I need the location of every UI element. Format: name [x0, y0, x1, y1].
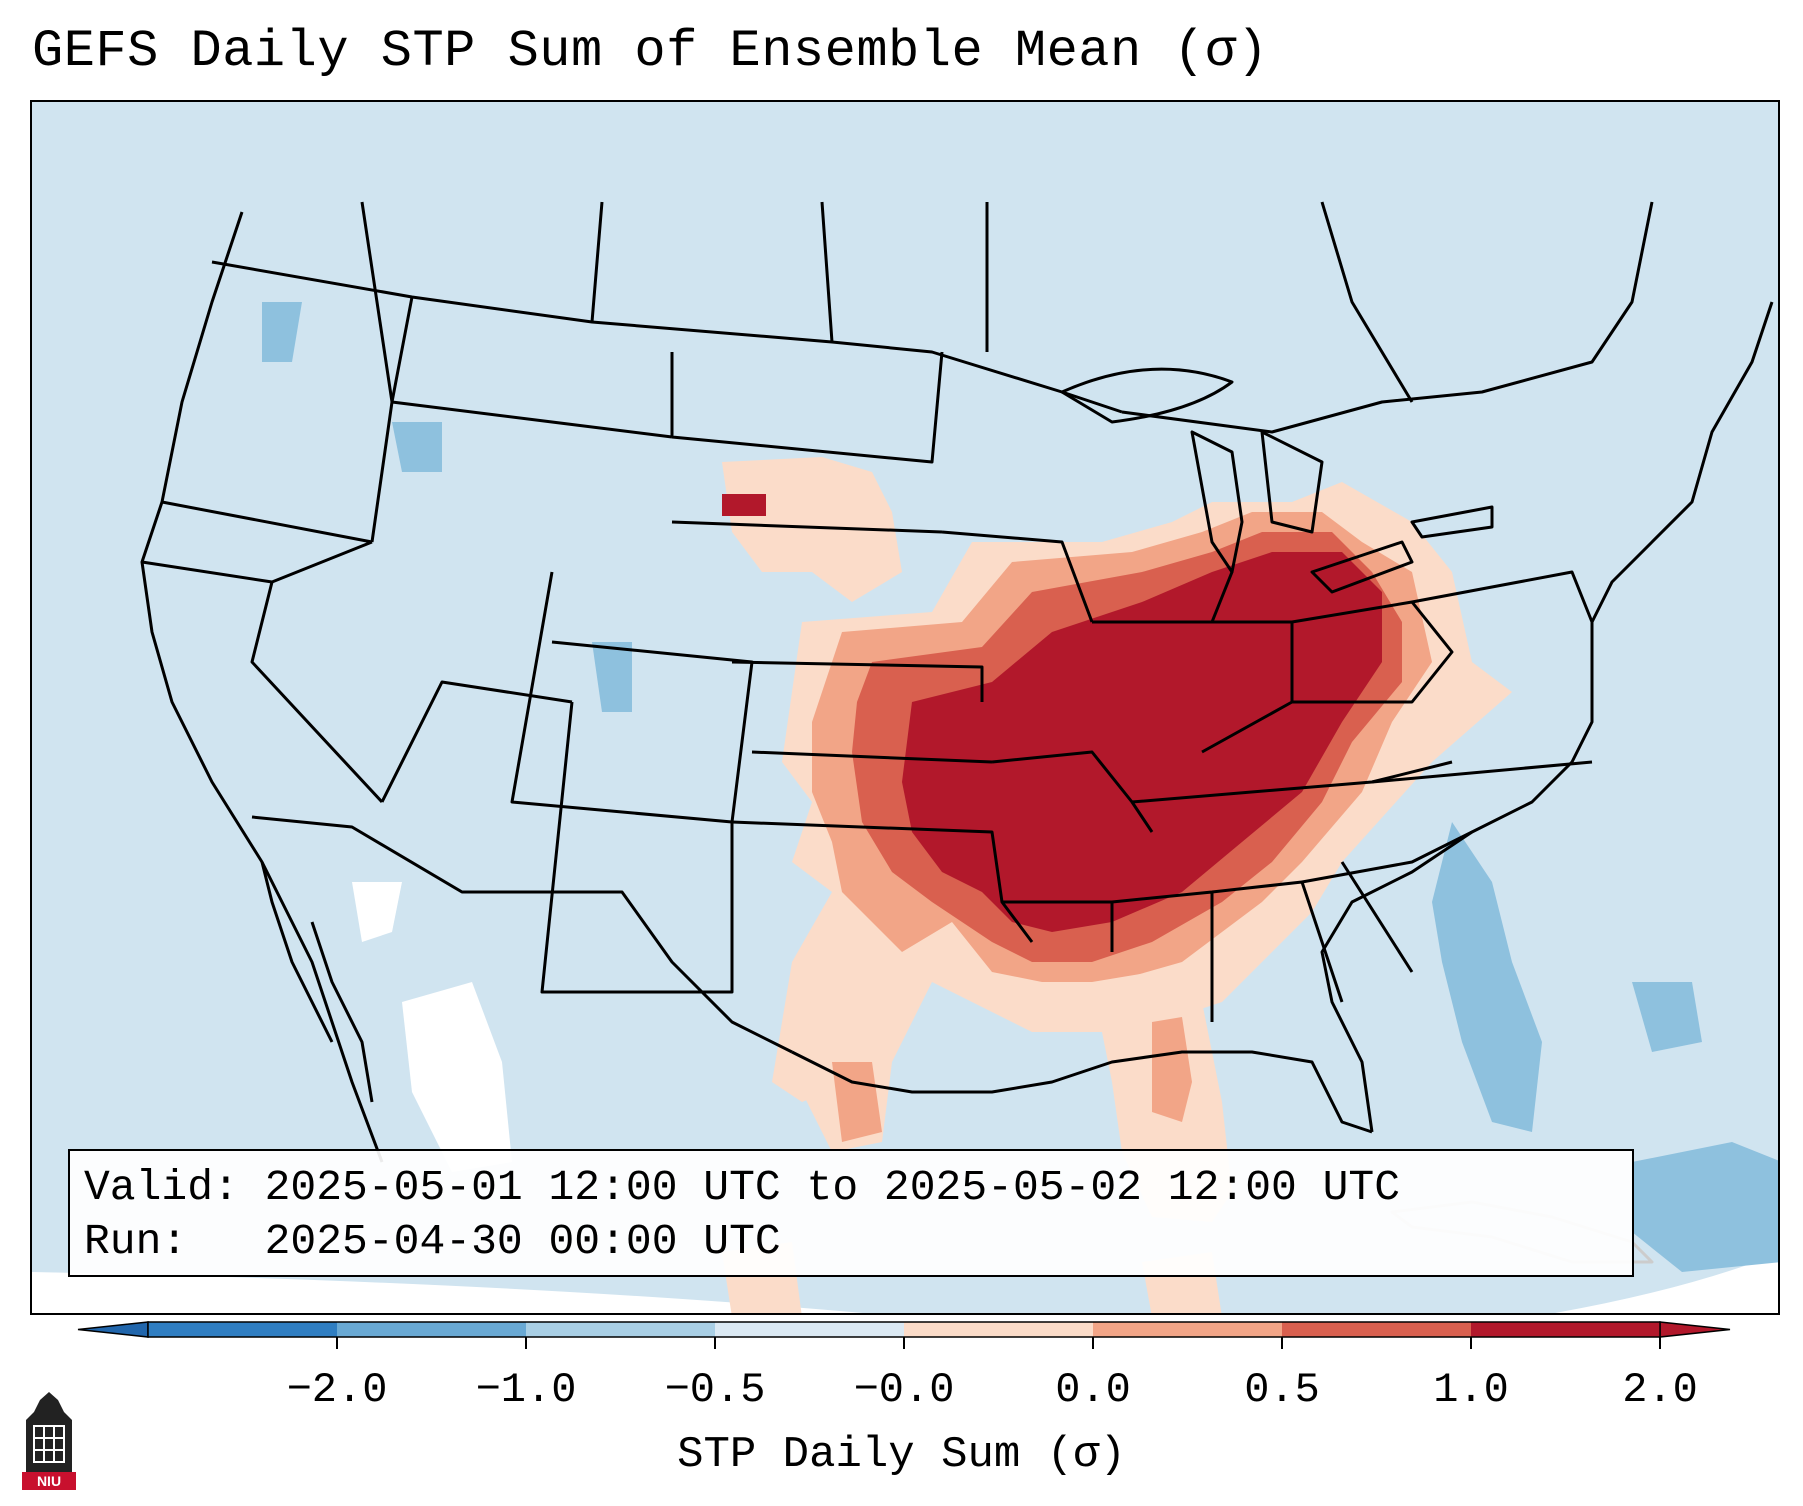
neg-offshore [1632, 982, 1702, 1052]
neg-atlantic-coast [1432, 822, 1542, 1132]
valid-line: Valid: 2025-05-01 12:00 UTC to 2025-05-0… [84, 1163, 1401, 1212]
coastline-baja [260, 861, 374, 1103]
coastline-gulf [791, 1050, 1373, 1134]
border-us-mexico [251, 815, 793, 1054]
colorbar-tick-label: −2.0 [286, 1366, 388, 1414]
state-line-or-ca [141, 540, 373, 584]
state-line-dakotas [670, 351, 944, 534]
colorbar-tick-label: −0.0 [853, 1366, 955, 1414]
hudson-coast [1320, 201, 1414, 403]
stp-gulf-plume-core [1152, 1017, 1192, 1122]
lake-michigan [1190, 430, 1244, 574]
state-line-nm [540, 701, 734, 994]
canada-province-lines [360, 201, 989, 403]
stp-anomaly-field [262, 302, 1778, 1313]
colorbar-segment [904, 1322, 1094, 1337]
colorbar-title: STP Daily Sum (σ) [677, 1430, 1126, 1480]
state-line-il-in [1092, 571, 1294, 754]
colorbar-outline [147, 1321, 1661, 1338]
logo-tower [26, 1392, 72, 1472]
state-line-nc-sc-ga [1301, 830, 1473, 973]
zero-mexico-sierra [402, 982, 512, 1172]
colorbar-tick-label: 0.0 [1055, 1366, 1131, 1414]
state-line-va-nc [1371, 760, 1593, 784]
stp-dakota-cell [722, 494, 766, 516]
map-borders [140, 201, 1774, 1264]
neg-caribbean [1632, 1142, 1778, 1272]
colorbar-extend-low [77, 1321, 149, 1338]
colorbar-segment [1093, 1322, 1283, 1337]
out-of-domain-region [32, 1272, 863, 1313]
map-panel: Valid: 2025-05-01 12:00 UTC to 2025-05-0… [30, 100, 1780, 1315]
map-canvas [32, 201, 1778, 1313]
colorbar-segment [148, 1322, 338, 1337]
state-line-mn-ia [941, 530, 1094, 623]
lake-erie [1310, 540, 1414, 594]
state-line-mt-wy [391, 400, 673, 439]
coastline-west [140, 211, 384, 1163]
stp-texas-streak-mid [832, 1062, 882, 1142]
colorbar-tick-label: −0.5 [664, 1366, 766, 1414]
stp-plains-scatter [722, 457, 902, 602]
lake-ontario [1410, 505, 1494, 539]
neg-colorado [592, 642, 632, 712]
state-line-id-mt [370, 296, 414, 543]
out-of-domain-region-right [1555, 1253, 1778, 1313]
valid-time-box: Valid: 2025-05-01 12:00 UTC to 2025-05-0… [68, 1149, 1634, 1277]
state-line-oh-pa [1291, 600, 1454, 704]
state-line-wa-or [161, 500, 373, 544]
colorbar-tick-label: −1.0 [475, 1366, 577, 1414]
neg-idaho [392, 422, 442, 472]
stp-area-extreme [902, 552, 1382, 932]
colorbar-segment [1282, 1322, 1472, 1337]
colorbar-segment [337, 1322, 527, 1337]
lake-huron [1260, 430, 1324, 534]
neg-washington [262, 302, 302, 362]
niu-logo: NIU [22, 1392, 76, 1490]
state-line-ne-ks [731, 660, 993, 764]
state-line-ut-az [380, 680, 573, 803]
state-line-nv [250, 581, 384, 804]
colorbar-tick-label: 0.5 [1244, 1366, 1320, 1414]
run-line: Run: 2025-04-30 00:00 UTC [84, 1217, 781, 1266]
colorbar-extend-high [1659, 1321, 1731, 1338]
border-canada-east [1121, 201, 1654, 434]
colorbar-segment [715, 1322, 905, 1337]
zero-mexico-west [352, 882, 402, 942]
colorbar-tick-label: 2.0 [1622, 1366, 1698, 1414]
state-line-ny-pa [1411, 570, 1594, 623]
chart-title: GEFS Daily STP Sum of Ensemble Mean (σ) [32, 22, 1269, 81]
logo-text: NIU [37, 1473, 61, 1489]
colorbar-tick-label: 1.0 [1433, 1366, 1509, 1414]
state-line-mo-ar [991, 750, 1154, 833]
colorbar-segment [1471, 1322, 1661, 1337]
coastline-east [1320, 301, 1774, 1133]
colorbar-segment [526, 1322, 716, 1337]
state-line-ok-tx [731, 820, 1034, 943]
